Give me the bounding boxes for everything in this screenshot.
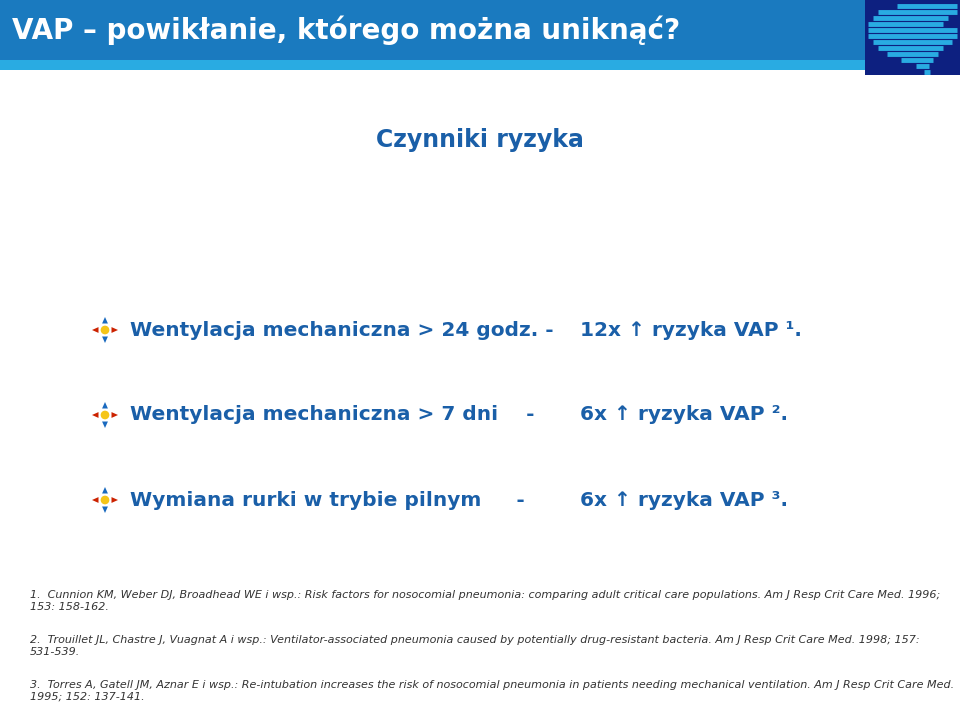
Text: 3.  Torres A, Gatell JM, Aznar E i wsp.: Re-intubation increases the risk of nos: 3. Torres A, Gatell JM, Aznar E i wsp.: … [30,680,954,702]
FancyArrow shape [105,327,118,333]
FancyArrow shape [102,415,108,428]
Circle shape [102,326,108,333]
FancyArrow shape [102,402,108,415]
Circle shape [102,496,108,503]
FancyArrow shape [92,327,105,333]
FancyArrow shape [102,317,108,330]
FancyArrow shape [102,487,108,500]
FancyArrow shape [105,497,118,503]
Circle shape [102,412,108,419]
Text: Wymiana rurki w trybie pilnym     -: Wymiana rurki w trybie pilnym - [130,491,525,510]
FancyArrow shape [92,497,105,503]
Text: VAP – powikłanie, którego można uniknąć?: VAP – powikłanie, którego można uniknąć? [12,15,680,45]
Bar [865,0,960,75]
Bar [0,0,960,60]
Text: 12x ↑ ryzyka VAP ¹.: 12x ↑ ryzyka VAP ¹. [580,321,802,339]
Text: Czynniki ryzyka: Czynniki ryzyka [376,128,584,152]
FancyArrow shape [92,412,105,418]
Text: Wentylacja mechaniczna > 24 godz. -: Wentylacja mechaniczna > 24 godz. - [130,321,554,339]
Text: 6x ↑ ryzyka VAP ³.: 6x ↑ ryzyka VAP ³. [580,491,788,510]
FancyArrow shape [105,412,118,418]
FancyArrow shape [102,500,108,513]
Text: Wentylacja mechaniczna > 7 dni    -: Wentylacja mechaniczna > 7 dni - [130,405,535,424]
Text: 1.  Cunnion KM, Weber DJ, Broadhead WE i wsp.: Risk factors for nosocomial pneum: 1. Cunnion KM, Weber DJ, Broadhead WE i … [30,590,940,611]
Text: 6x ↑ ryzyka VAP ².: 6x ↑ ryzyka VAP ². [580,405,788,424]
Text: 2.  Trouillet JL, Chastre J, Vuagnat A i wsp.: Ventilator-associated pneumonia c: 2. Trouillet JL, Chastre J, Vuagnat A i … [30,635,920,656]
FancyArrow shape [102,330,108,343]
Bar [0,60,960,70]
